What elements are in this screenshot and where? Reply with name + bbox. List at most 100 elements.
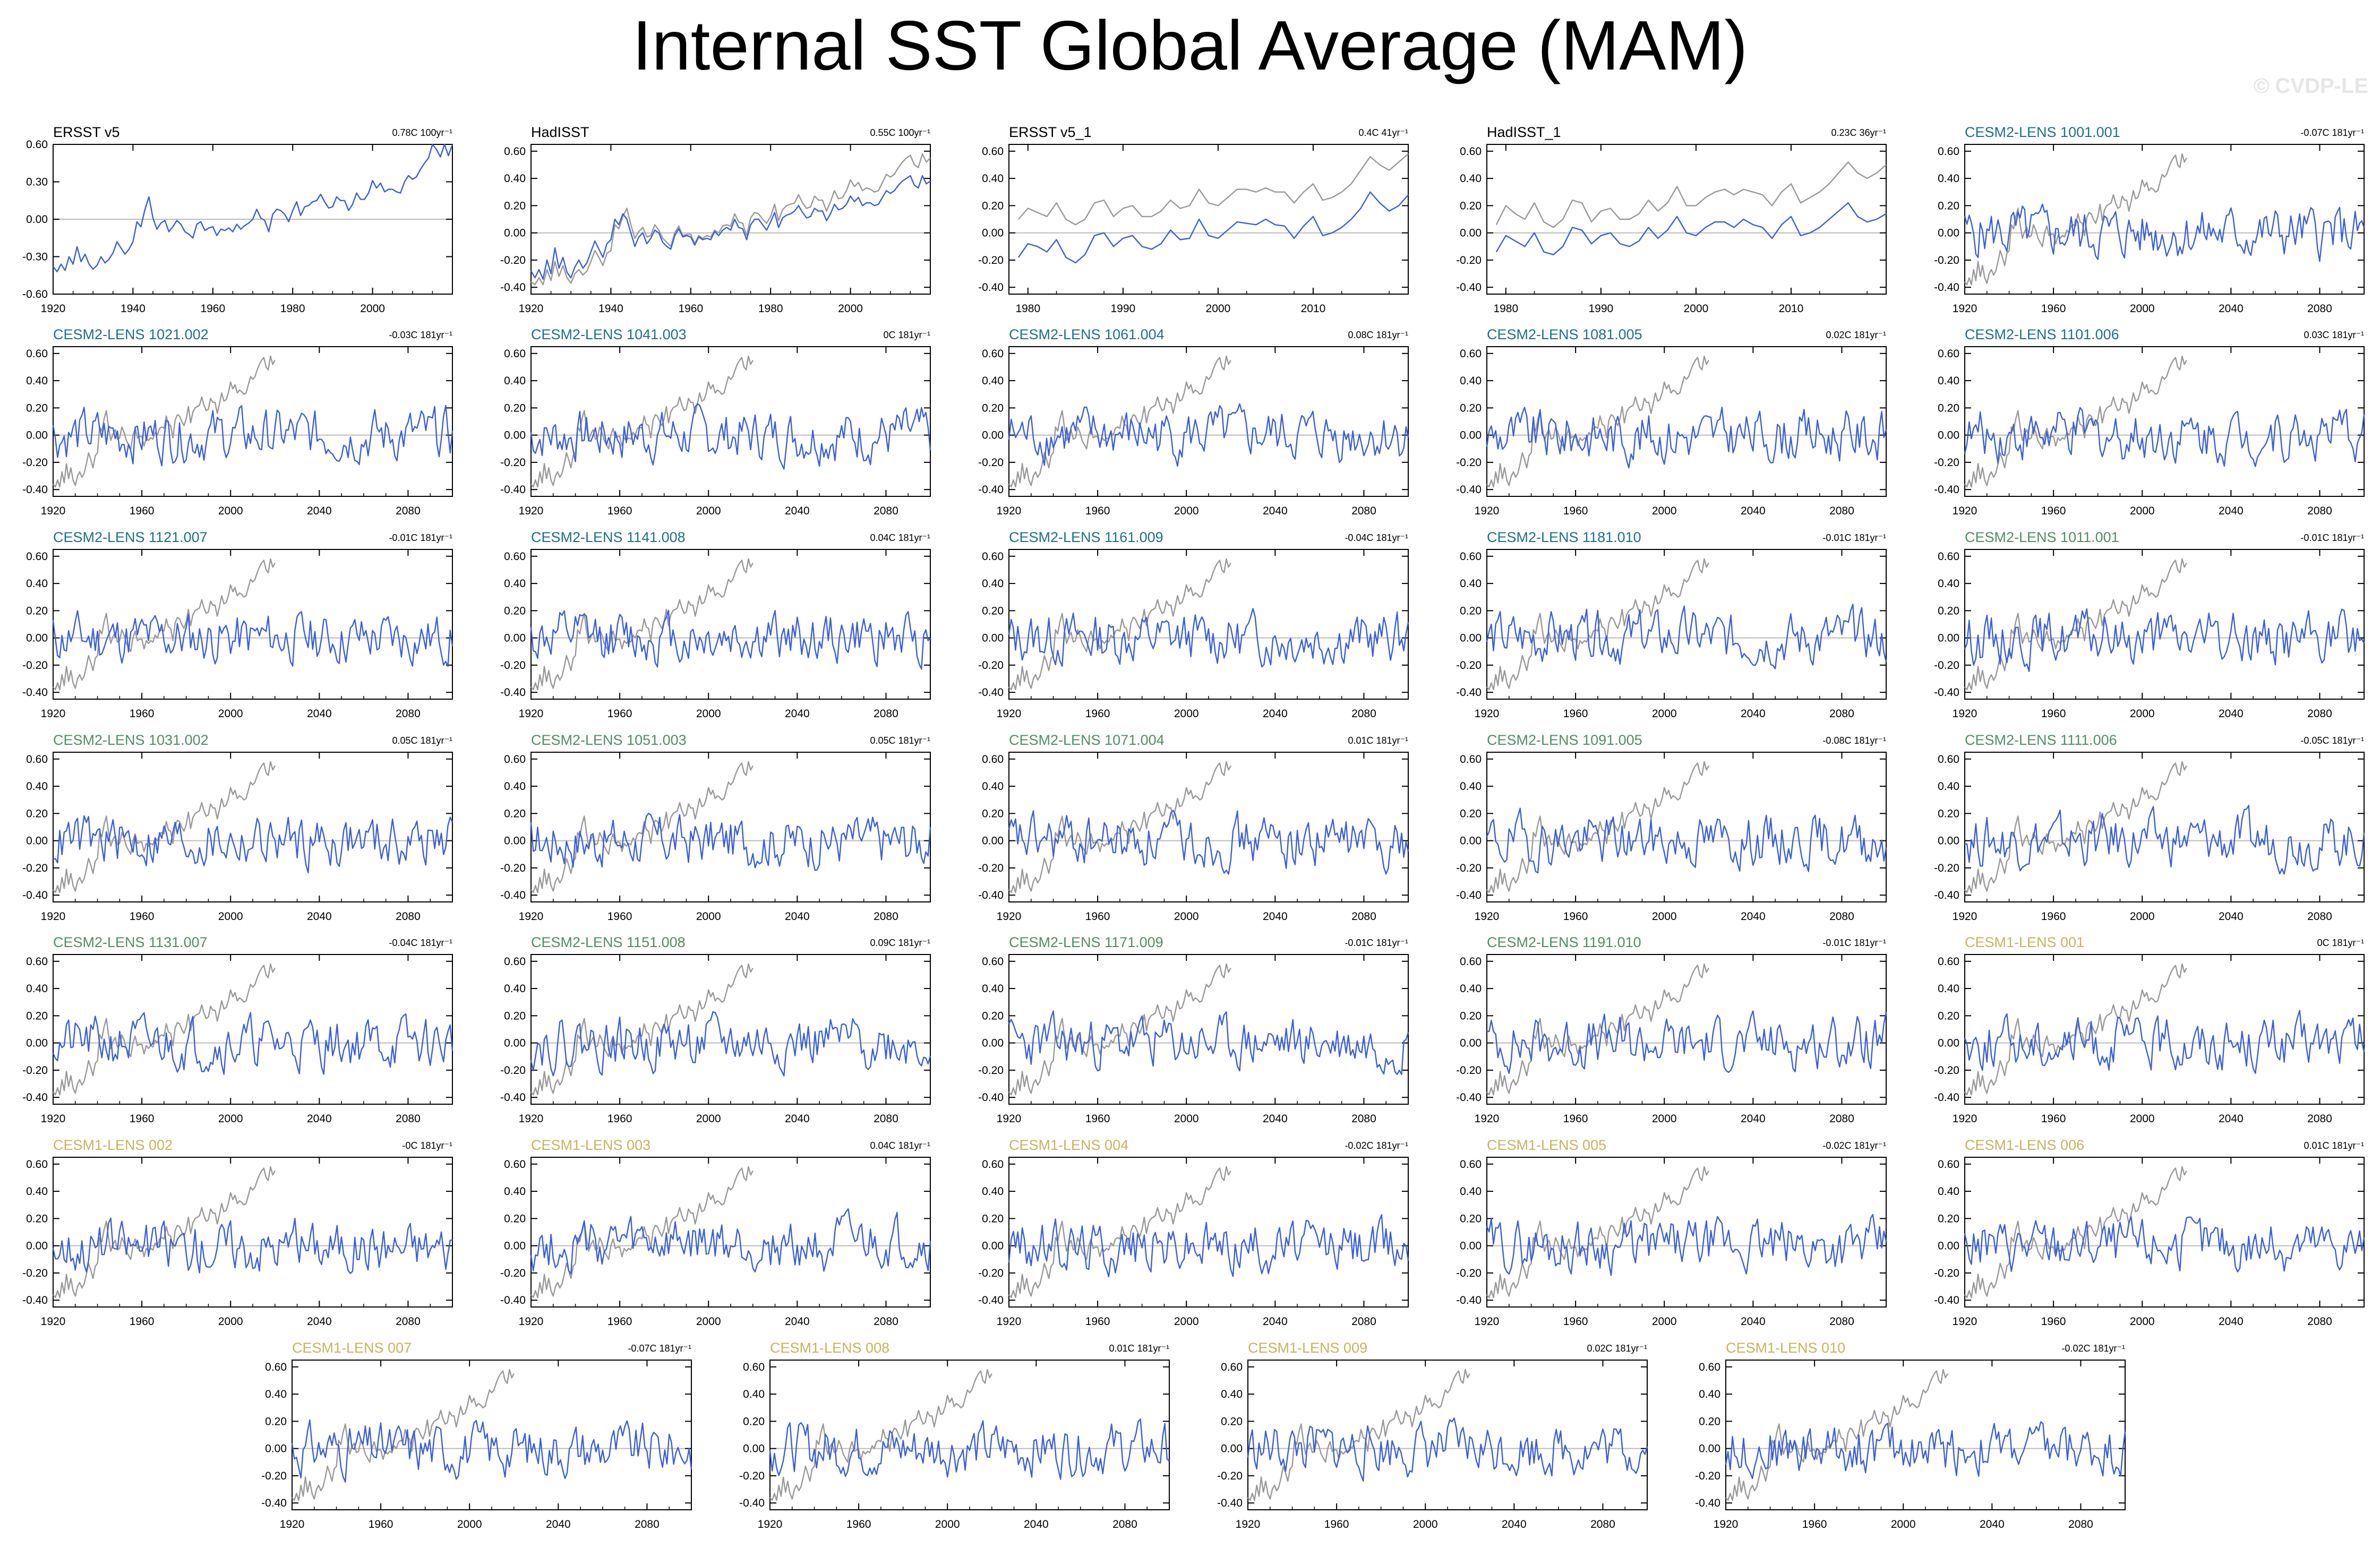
y-tick-label: 0.60 [26,348,48,360]
y-tick-label: -0.40 [1934,889,1959,901]
watermark-logo: © CVDP-LE [2253,74,2368,98]
y-tick-label: 0.20 [982,200,1004,212]
y-tick-label: 0.60 [265,1361,287,1373]
x-tick-label: 1960 [2041,1315,2066,1328]
y-tick-label: 0.40 [1938,983,1959,995]
x-tick-label: 2000 [838,303,863,315]
x-tick-label: 2080 [396,1113,421,1125]
plot-frame [292,1360,692,1510]
y-tick-label: -0.20 [261,1470,287,1482]
x-tick-label: 2080 [396,910,421,923]
y-tick-label: 0.40 [26,983,48,995]
observed-series-line [53,761,276,893]
y-tick-label: 0.60 [982,1158,1004,1171]
panel-trend-label: 0.01C 181yr⁻¹ [1109,1343,1169,1354]
y-tick-label: 0.20 [26,1010,48,1022]
model-series-line [1008,1214,1409,1278]
y-tick-label: -0.20 [978,659,1004,672]
x-tick-label: 2080 [1829,1315,1854,1328]
x-tick-label: 2080 [1351,708,1376,720]
x-tick-label: 2040 [546,1518,571,1530]
panel-trend-label: -0.01C 181yr⁻¹ [1822,532,1886,543]
x-tick-label: 2000 [935,1518,960,1530]
x-tick-label: 2040 [1980,1518,2005,1530]
y-tick-label: 0.20 [1938,402,1959,414]
model-series-line [1008,608,1409,668]
x-tick-label: 2080 [1829,505,1854,517]
x-tick-label: 1960 [607,708,632,720]
y-tick-label: 0.00 [504,1037,526,1050]
x-tick-label: 2000 [1652,910,1677,923]
panel-31: CESM1-LENS 007 -0.07C 181yr⁻¹ 0.60 0.40 0.20… [261,1340,692,1530]
panel-title: CESM1-LENS 002 [53,1137,173,1153]
y-tick-label: 0.40 [1699,1388,1720,1400]
panel-16: CESM2-LENS 1031.002 0.05C 181yr⁻¹ 0.60 0.40… [22,732,453,923]
panel-13: CESM2-LENS 1161.009 -0.04C 181yr⁻¹ 0.60 0.4… [978,529,1409,720]
x-tick-label: 2000 [2130,505,2155,517]
observed-series-line [530,761,754,893]
x-tick-label: 2040 [785,1113,810,1125]
panel-10: CESM2-LENS 1101.006 0.03C 181yr⁻¹ 0.60 0.40… [1934,326,2365,517]
plot-frame [1486,144,1887,295]
y-tick-label: 0.20 [1460,402,1482,414]
x-tick-label: 2010 [1301,303,1326,315]
panel-2: HadISST 0.55C 100yr⁻¹ 0.60 0.40 0.20 0.00 -0.2… [500,124,931,315]
panel-11: CESM2-LENS 1121.007 -0.01C 181yr⁻¹ 0.60 0.4… [22,529,453,720]
y-tick-label: -0.40 [22,889,48,901]
x-tick-label: 1920 [997,1315,1022,1328]
x-tick-label: 1960 [130,910,155,923]
x-tick-label: 1920 [997,505,1022,517]
panel-trend-label: 0.05C 181yr⁻¹ [392,735,452,746]
y-tick-label: -0.40 [1456,889,1482,901]
observed-series-line [1008,1166,1231,1298]
plot-frame [1964,1157,2365,1308]
model-series-line [1964,805,2365,875]
x-tick-label: 2080 [874,505,898,517]
y-tick-label: 0.60 [982,753,1004,766]
model-series-line [1017,191,1409,264]
y-tick-label: 0.60 [1938,1158,1959,1171]
y-tick-label: -0.20 [1934,659,1959,672]
panel-trend-label: 0.02C 181yr⁻¹ [1587,1343,1647,1354]
y-tick-label: 0.00 [1460,429,1482,442]
panel-title: CESM2-LENS 1031.002 [53,732,209,748]
y-tick-label: 0.00 [1699,1443,1720,1455]
x-tick-label: 2040 [1263,1315,1288,1328]
x-tick-label: 2000 [218,505,243,517]
y-tick-label: 0.60 [26,551,48,563]
x-tick-label: 1960 [130,708,155,720]
panel-title: ERSST v5 [53,124,120,140]
y-tick-label: -0.20 [1934,1267,1959,1279]
y-tick-label: -0.40 [978,281,1004,294]
x-tick-label: 2040 [1263,505,1288,517]
x-tick-label: 2000 [696,1113,721,1125]
x-tick-label: 1960 [2041,505,2066,517]
x-tick-label: 2000 [2130,708,2155,720]
y-tick-label: 0.20 [1460,1010,1482,1022]
y-tick-label: -0.40 [978,1091,1004,1104]
x-tick-label: 1920 [41,1113,66,1125]
y-tick-label: -0.40 [1934,281,1959,294]
x-tick-label: 2040 [1263,708,1288,720]
y-tick-label: 0.40 [1938,780,1959,793]
y-tick-label: 0.00 [1938,1240,1959,1252]
panel-trend-label: -0.07C 181yr⁻¹ [2300,127,2364,138]
plot-frame [53,346,453,497]
x-tick-label: 1960 [1563,910,1588,923]
y-tick-label: -0.40 [22,1091,48,1104]
x-tick-label: 2000 [218,1113,243,1125]
x-tick-label: 1920 [997,1113,1022,1125]
panel-trend-label: -0.02C 181yr⁻¹ [2061,1343,2125,1354]
panel-trend-label: 0.05C 181yr⁻¹ [870,735,930,746]
observed-series-line [1495,161,1887,228]
y-tick-label: -0.40 [500,686,526,699]
y-tick-label: 0.20 [1460,605,1482,617]
panel-title: CESM2-LENS 1131.007 [53,934,208,950]
observed-series-line [1486,355,1709,488]
x-tick-label: 2040 [2219,910,2244,923]
x-tick-label: 2000 [2130,910,2155,923]
panel-23: CESM2-LENS 1171.009 -0.01C 181yr⁻¹ 0.60 0.4… [978,934,1409,1125]
panel-28: CESM1-LENS 004 -0.02C 181yr⁻¹ 0.60 0.40 0.20… [978,1137,1409,1328]
y-tick-label: 0.00 [982,1240,1004,1252]
y-tick-label: 0.20 [1460,807,1482,820]
